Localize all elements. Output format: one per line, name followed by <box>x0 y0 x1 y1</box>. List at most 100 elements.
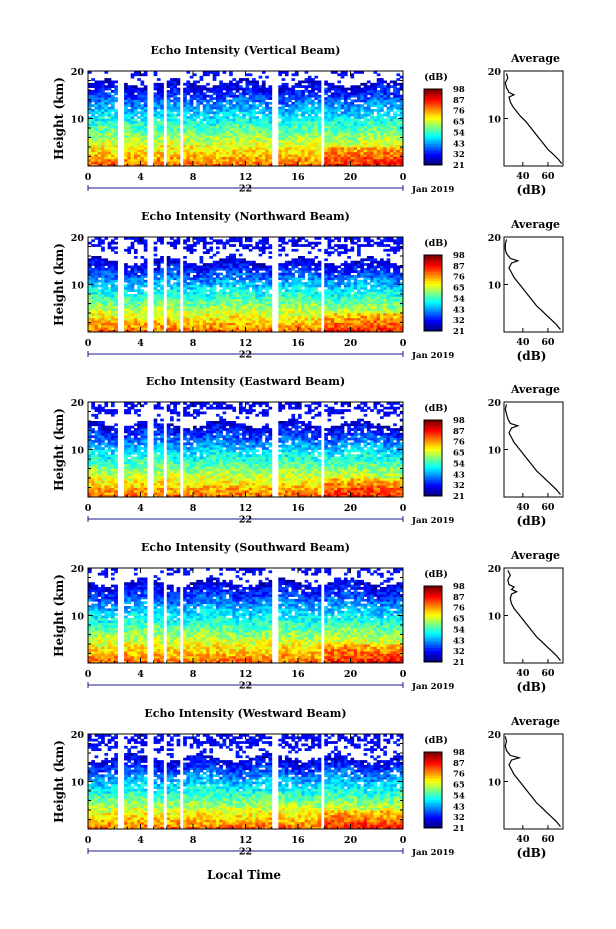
heatmap-cell <box>261 308 266 312</box>
heatmap-cell <box>170 85 174 89</box>
heatmap-cell <box>124 270 128 274</box>
heatmap-cell <box>360 104 365 108</box>
heatmap-cell <box>242 116 246 119</box>
heatmap-cell <box>97 265 102 269</box>
heatmap-cell <box>212 147 217 150</box>
heatmap-cell <box>265 120 269 124</box>
heatmap-cell <box>173 139 177 143</box>
heatmap-cell <box>294 154 299 157</box>
heatmap-cell <box>225 147 230 150</box>
heatmap-cell <box>383 137 387 141</box>
heatmap-cell <box>248 291 253 295</box>
heatmap-cell <box>376 128 381 131</box>
heatmap-cell <box>170 303 174 307</box>
heatmap-cell <box>130 161 135 165</box>
heatmap-cell <box>173 301 177 304</box>
heatmap-cell <box>183 94 187 98</box>
heatmap-cell <box>353 132 358 136</box>
heatmap-cell <box>186 104 191 108</box>
heatmap-cell <box>304 329 309 333</box>
heatmap-cell <box>153 322 158 326</box>
heatmap-cell <box>334 154 338 157</box>
heatmap-cell <box>160 116 164 119</box>
heatmap-cell <box>357 97 361 100</box>
heatmap-cell <box>281 139 286 143</box>
heatmap-cell <box>127 251 132 255</box>
heatmap-cell <box>206 279 210 283</box>
heatmap-cell <box>291 151 296 155</box>
heatmap-cell <box>288 324 292 328</box>
heatmap-cell <box>196 286 200 290</box>
heatmap-cell <box>156 322 161 326</box>
heatmap-cell <box>261 82 266 86</box>
heatmap-cell <box>186 99 191 103</box>
heatmap-cell <box>363 123 368 127</box>
heatmap-cell <box>311 139 315 143</box>
heatmap-cell <box>186 151 191 155</box>
heatmap-cell <box>91 270 95 274</box>
heatmap-cell <box>284 156 289 160</box>
heatmap-cell <box>232 94 237 98</box>
heatmap-cell <box>258 327 263 331</box>
heatmap-cell <box>114 161 118 165</box>
heatmap-cell <box>219 94 223 98</box>
heatmap-cell <box>189 149 194 153</box>
heatmap-cell <box>301 123 305 127</box>
heatmap-cell <box>212 263 217 266</box>
heatmap-cell <box>222 142 227 146</box>
heatmap-cell <box>130 237 135 240</box>
heatmap-cell <box>317 101 322 105</box>
heatmap-cell <box>101 241 105 245</box>
heatmap-cell <box>343 144 348 148</box>
heatmap-cell <box>176 118 181 122</box>
colorbar-tick-label: 87 <box>453 96 465 106</box>
heatmap-cell <box>186 277 191 281</box>
heatmap-cell <box>88 116 92 119</box>
heatmap-cell <box>373 135 378 138</box>
heatmap-cell <box>127 104 132 108</box>
heatmap-cell <box>143 272 148 276</box>
heatmap-cell <box>101 248 105 252</box>
heatmap-cell <box>104 267 109 271</box>
heatmap-cell <box>114 118 118 122</box>
heatmap-cell <box>173 104 177 108</box>
heatmap-cell <box>215 272 220 276</box>
heatmap-cell <box>97 327 102 331</box>
heatmap-cell <box>235 132 240 136</box>
heatmap-cell <box>183 284 187 288</box>
heatmap-cell <box>255 277 260 281</box>
heatmap-cell <box>199 310 204 314</box>
heatmap-cell <box>183 256 187 259</box>
heatmap-cell <box>268 97 273 100</box>
heatmap-cell <box>314 87 319 91</box>
heatmap-cell <box>291 296 296 300</box>
heatmap-cell <box>357 147 361 150</box>
heatmap-cell <box>225 263 230 266</box>
heatmap-cell <box>127 322 132 326</box>
heatmap-cell <box>143 73 148 77</box>
heatmap-cell <box>380 163 384 167</box>
heatmap-cell <box>304 125 309 129</box>
heatmap-cell <box>268 317 273 321</box>
heatmap-cell <box>235 144 240 148</box>
heatmap-cell <box>206 99 210 103</box>
heatmap-cell <box>353 163 358 167</box>
heatmap-cell <box>88 305 92 309</box>
heatmap-cell <box>170 147 174 150</box>
heatmap-cell <box>193 85 197 89</box>
heatmap-cell <box>94 151 99 155</box>
heatmap-cell <box>252 277 256 281</box>
heatmap-cell <box>127 109 132 112</box>
heatmap-cell <box>189 113 194 117</box>
heatmap-cell <box>166 161 171 165</box>
heatmap-cell <box>160 327 164 331</box>
heatmap-cell <box>215 246 220 250</box>
heatmap-cell <box>238 320 243 323</box>
heatmap-cell <box>202 151 207 155</box>
heatmap-cell <box>353 137 358 141</box>
heatmap-cell <box>334 137 338 141</box>
heatmap-cell <box>209 132 214 136</box>
heatmap-cell <box>104 277 109 281</box>
heatmap-cell <box>94 289 99 293</box>
heatmap-cell <box>268 282 273 285</box>
